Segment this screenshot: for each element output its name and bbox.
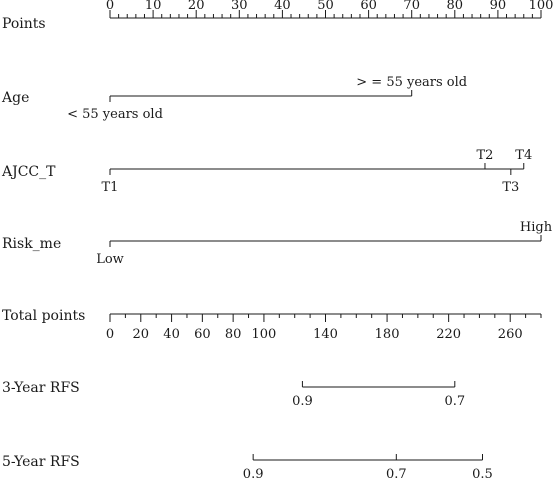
total-tick-label: 100 [252,327,277,342]
total-tick-label: 60 [194,327,211,342]
row-labels: Points Age AJCC_T Risk_me Total points 3-Year… [1,16,85,470]
row-rfs5: 0.9 0.7 0.5 [243,454,493,482]
total-tick-label: 140 [313,327,338,342]
points-tick-label: 90 [490,0,507,13]
points-tick-label: 70 [403,0,420,13]
ajcc_t-level-label: T4 [515,148,532,163]
rfs3-tick-label: 0.9 [292,394,313,409]
row-label-age: Age [1,90,29,106]
ajcc_t-level-label: T2 [476,148,493,163]
row-label-total: Total points [2,308,85,324]
points-tick-label: 10 [145,0,162,13]
risk-level-label: High [520,220,553,235]
total-tick-label: 40 [163,327,180,342]
rfs5-tick-label: 0.5 [472,467,493,482]
row-rfs3: 0.9 0.7 [292,381,465,409]
total-tick-label: 180 [375,327,400,342]
row-label-rfs5: 5-Year RFS [2,454,80,470]
points-tick-label: 20 [188,0,205,13]
points-tick-label: 30 [231,0,248,13]
rfs3-tick-label: 0.7 [444,394,465,409]
rfs5-tick-label: 0.9 [243,467,264,482]
age-level-label: < 55 years old [67,107,163,122]
row-points: 0 10 20 30 40 50 60 70 80 90 100 [106,0,554,19]
row-label-risk: Risk_me [2,236,61,252]
total-tick-label: 80 [225,327,242,342]
points-tick-label: 100 [529,0,554,13]
points-tick-label: 50 [317,0,334,13]
points-tick-label: 0 [106,0,114,13]
row-ajcc_t: T1 T2 T3 T4 [102,148,533,195]
total-tick-label: 0 [106,327,114,342]
row-label-ajcc_t: AJCC_T [1,164,56,180]
ajcc_t-level-label: T3 [502,180,519,195]
risk-level-label: Low [96,252,124,267]
row-age: < 55 years old > = 55 years old [67,75,467,122]
age-level-label: > = 55 years old [356,75,467,90]
ajcc_t-level-label: T1 [102,180,119,195]
total-tick-label: 220 [436,327,461,342]
total-tick-label: 260 [498,327,523,342]
points-tick-label: 80 [447,0,464,13]
points-tick-label: 60 [360,0,377,13]
row-risk: Low High [96,220,553,267]
axes: 0 10 20 30 40 50 60 70 80 90 100 < 55 years old > = … [67,0,553,482]
row-total: 0 20 40 60 80 100 140 180 220 260 [106,313,542,342]
rfs5-tick-label: 0.7 [386,467,407,482]
total-tick-label: 20 [133,327,150,342]
points-tick-label: 40 [274,0,291,13]
row-label-rfs3: 3-Year RFS [2,380,80,396]
row-label-points: Points [2,16,46,32]
